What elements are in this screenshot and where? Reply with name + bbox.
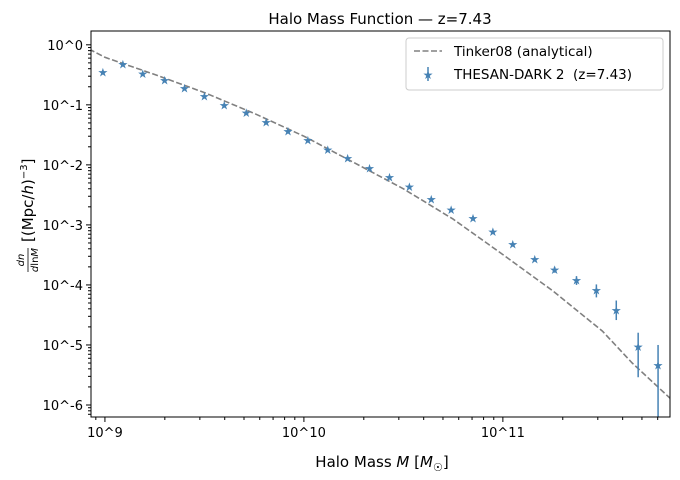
star-marker: ★ xyxy=(199,90,210,104)
y-tick-label: 10^-5 xyxy=(43,339,83,354)
star-marker: ★ xyxy=(364,162,375,176)
y-tick-label: 10^-1 xyxy=(43,99,83,114)
y-tick: 10^-3 xyxy=(43,219,91,234)
data-point: ★ xyxy=(426,193,437,207)
star-marker: ★ xyxy=(241,106,252,120)
legend-label-tinker: Tinker08 (analytical) xyxy=(453,44,593,60)
plot-frame xyxy=(90,30,671,418)
data-point: ★ xyxy=(549,263,560,277)
svg-text:dlnM: dlnM xyxy=(30,248,41,272)
y-tick-label: 10^-3 xyxy=(43,219,83,234)
star-marker: ★ xyxy=(283,124,294,138)
data-point: ★ xyxy=(159,73,170,87)
star-marker: ★ xyxy=(342,152,353,166)
y-tick-label: 10^0 xyxy=(47,39,83,54)
tinker08-curve xyxy=(91,49,670,399)
data-point: ★ xyxy=(591,284,602,298)
star-marker: ★ xyxy=(302,133,313,147)
star-marker: ★ xyxy=(404,180,415,194)
star-marker: ★ xyxy=(468,212,479,226)
data-point: ★ xyxy=(199,90,210,104)
data-point: ★ xyxy=(283,124,294,138)
star-marker: ★ xyxy=(591,284,602,298)
data-point: ★ xyxy=(98,66,109,80)
data-point: ★ xyxy=(137,67,148,81)
x-tick-label: 10^10 xyxy=(282,426,326,441)
legend: Tinker08 (analytical) ★ THESAN-DARK 2 (z… xyxy=(405,37,664,91)
svg-text:[(Mpc/h)−3]: [(Mpc/h)−3] xyxy=(19,159,37,242)
data-point: ★ xyxy=(342,152,353,166)
data-point: ★ xyxy=(488,225,499,239)
star-marker: ★ xyxy=(384,170,395,184)
star-marker: ★ xyxy=(179,82,190,96)
y-tick: 10^-6 xyxy=(43,399,91,414)
data-point: ★ xyxy=(384,170,395,184)
x-tick: 10^10 xyxy=(282,417,326,441)
svg-text:dn: dn xyxy=(16,254,27,267)
star-marker: ★ xyxy=(507,238,518,252)
star-marker: ★ xyxy=(117,57,128,71)
star-marker: ★ xyxy=(488,225,499,239)
star-marker: ★ xyxy=(446,203,457,217)
star-marker: ★ xyxy=(529,253,540,267)
data-point: ★ xyxy=(404,180,415,194)
data-point: ★ xyxy=(219,98,230,112)
x-tick: 10^9 xyxy=(87,417,123,441)
y-tick-label: 10^-2 xyxy=(43,159,83,174)
legend-star-icon: ★ xyxy=(423,68,434,82)
y-tick: 10^0 xyxy=(47,39,91,54)
star-marker: ★ xyxy=(611,304,622,318)
data-point: ★ xyxy=(364,162,375,176)
star-marker: ★ xyxy=(261,115,272,129)
chart-title: Halo Mass Function — z=7.43 xyxy=(268,10,491,28)
y-tick: 10^-4 xyxy=(43,279,91,294)
data-point: ★ xyxy=(302,133,313,147)
data-point: ★ xyxy=(571,274,582,288)
x-tick-label: 10^11 xyxy=(481,426,525,441)
data-point: ★ xyxy=(261,115,272,129)
data-point: ★ xyxy=(241,106,252,120)
data-point: ★ xyxy=(529,253,540,267)
data-point: ★ xyxy=(468,212,479,226)
y-axis-label: dn dlnM [(Mpc/h)−3] xyxy=(16,159,41,273)
data-point: ★ xyxy=(611,300,622,321)
data-point: ★ xyxy=(179,82,190,96)
y-tick: 10^-1 xyxy=(43,99,91,114)
legend-label-thesan: THESAN-DARK 2 (z=7.43) xyxy=(453,67,632,83)
star-marker: ★ xyxy=(98,66,109,80)
star-marker: ★ xyxy=(549,263,560,277)
star-marker: ★ xyxy=(426,193,437,207)
y-tick: 10^-2 xyxy=(43,159,91,174)
star-marker: ★ xyxy=(137,67,148,81)
x-axis-label: Halo Mass M [M☉] xyxy=(315,453,448,474)
x-tick: 10^11 xyxy=(481,417,525,441)
star-marker: ★ xyxy=(571,274,582,288)
y-tick-label: 10^-4 xyxy=(43,279,83,294)
data-point: ★ xyxy=(653,344,664,417)
data-point: ★ xyxy=(117,57,128,71)
star-marker: ★ xyxy=(653,359,664,373)
y-tick: 10^-5 xyxy=(43,339,91,354)
y-tick-label: 10^-6 xyxy=(43,399,83,414)
star-marker: ★ xyxy=(219,98,230,112)
data-point: ★ xyxy=(633,332,644,378)
data-point: ★ xyxy=(507,238,518,252)
star-marker: ★ xyxy=(159,73,170,87)
data-point: ★ xyxy=(446,203,457,217)
star-marker: ★ xyxy=(322,143,333,157)
data-point: ★ xyxy=(322,143,333,157)
star-marker: ★ xyxy=(633,340,644,354)
x-tick-label: 10^9 xyxy=(87,426,123,441)
